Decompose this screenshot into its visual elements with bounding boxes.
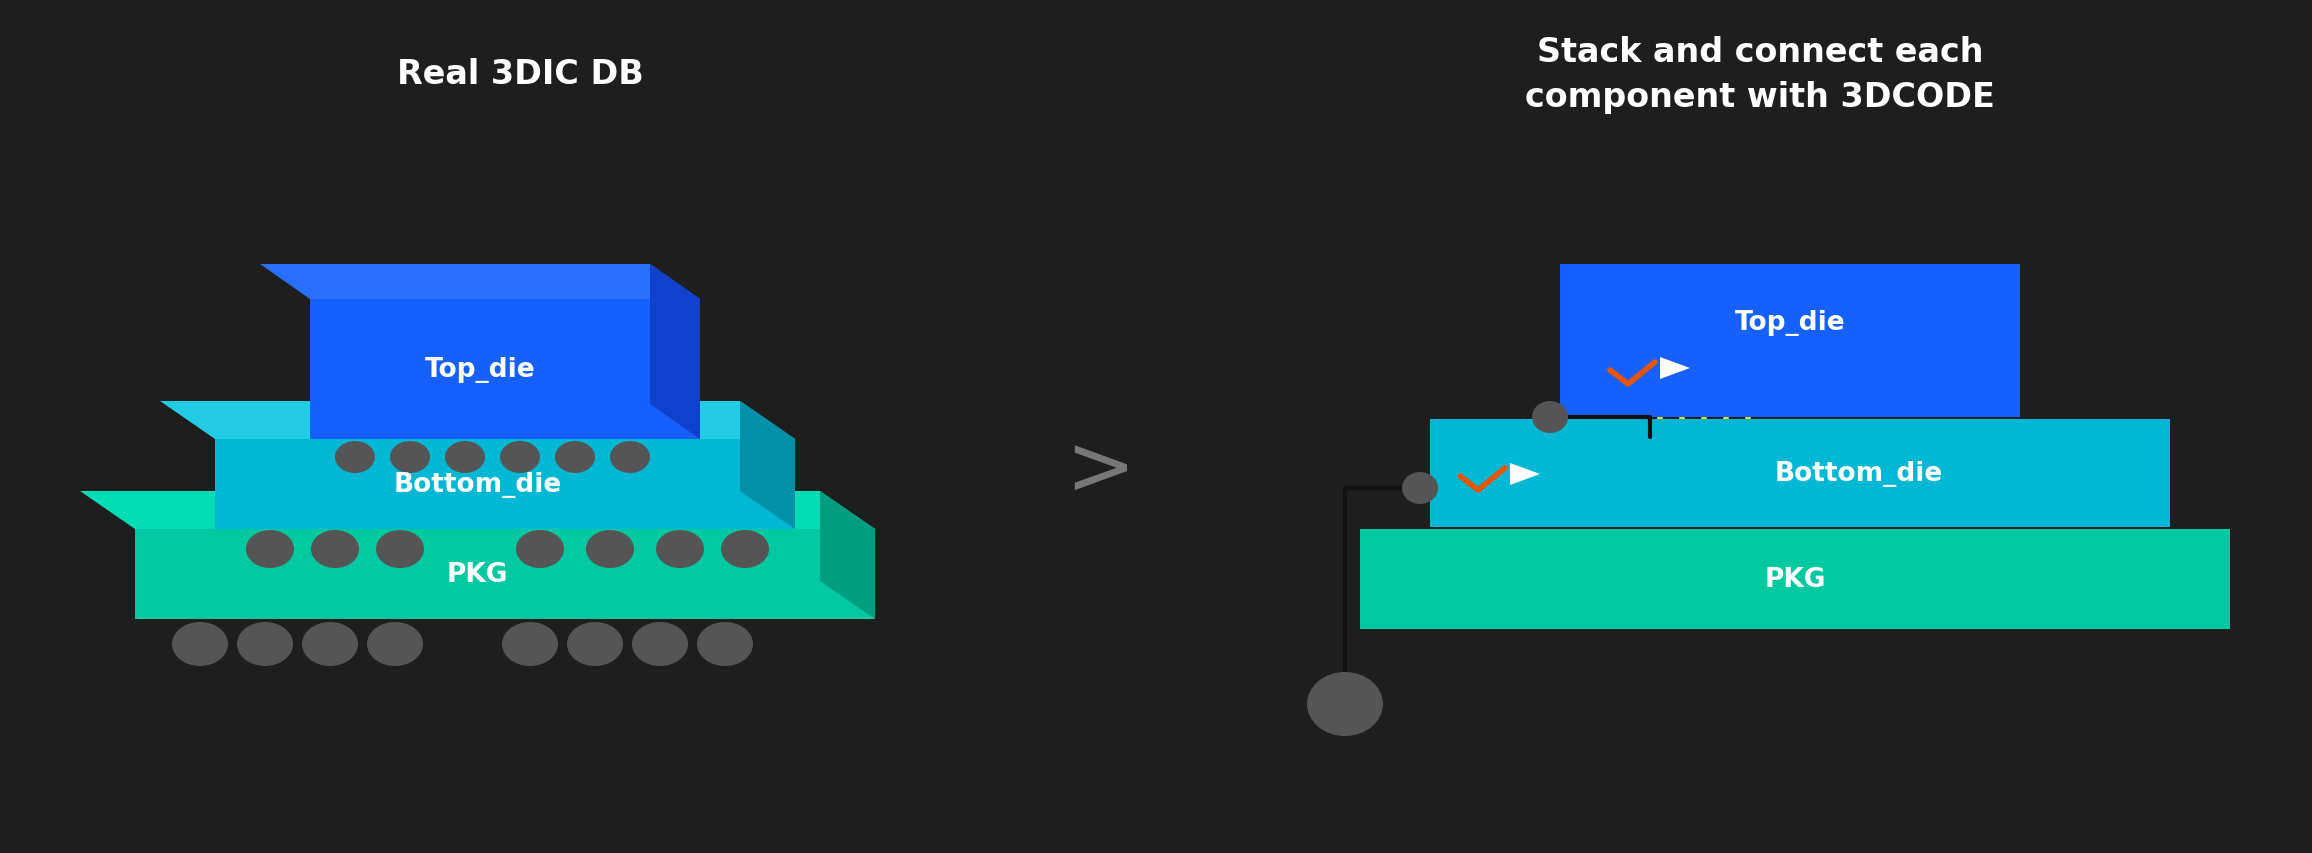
Polygon shape — [650, 264, 701, 439]
Ellipse shape — [245, 531, 294, 568]
Text: Bottom_die: Bottom_die — [1776, 461, 1944, 486]
Polygon shape — [134, 530, 874, 619]
Polygon shape — [740, 402, 795, 530]
Text: Top_die: Top_die — [425, 357, 536, 382]
Ellipse shape — [499, 442, 541, 473]
Text: >: > — [1066, 429, 1135, 510]
Ellipse shape — [516, 531, 564, 568]
Ellipse shape — [502, 623, 557, 666]
Ellipse shape — [721, 531, 770, 568]
Polygon shape — [821, 491, 874, 619]
Bar — [1359, 530, 2231, 630]
Text: PKG: PKG — [446, 561, 509, 588]
Polygon shape — [81, 491, 874, 530]
Ellipse shape — [238, 623, 294, 666]
Ellipse shape — [1401, 473, 1438, 504]
Polygon shape — [1660, 357, 1690, 380]
Polygon shape — [310, 299, 701, 439]
Ellipse shape — [335, 442, 375, 473]
Polygon shape — [1510, 463, 1540, 485]
Ellipse shape — [303, 623, 358, 666]
Polygon shape — [259, 264, 701, 299]
Text: Real 3DIC DB: Real 3DIC DB — [398, 59, 643, 91]
Bar — [1431, 420, 2171, 527]
Ellipse shape — [566, 623, 622, 666]
Ellipse shape — [657, 531, 703, 568]
Polygon shape — [215, 439, 795, 530]
Ellipse shape — [696, 623, 754, 666]
Text: Bottom_die: Bottom_die — [393, 472, 562, 497]
Ellipse shape — [171, 623, 229, 666]
Ellipse shape — [555, 442, 594, 473]
Ellipse shape — [1533, 402, 1568, 433]
Text: Stack and connect each
component with 3DCODE: Stack and connect each component with 3D… — [1526, 36, 1995, 114]
Ellipse shape — [1306, 672, 1383, 736]
Ellipse shape — [444, 442, 486, 473]
Text: Top_die: Top_die — [1734, 310, 1845, 336]
Ellipse shape — [585, 531, 633, 568]
Ellipse shape — [391, 442, 430, 473]
Ellipse shape — [631, 623, 689, 666]
Ellipse shape — [368, 623, 423, 666]
Ellipse shape — [377, 531, 423, 568]
Bar — [1561, 264, 2021, 417]
Ellipse shape — [610, 442, 650, 473]
Polygon shape — [160, 402, 795, 439]
Ellipse shape — [312, 531, 358, 568]
Text: PKG: PKG — [1764, 566, 1826, 592]
